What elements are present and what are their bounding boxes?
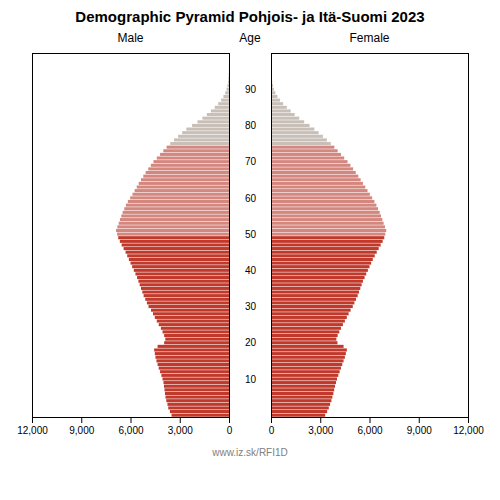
svg-text:12,000: 12,000 [17,425,48,436]
svg-text:90: 90 [245,84,257,95]
html-text:Age: Age [239,31,261,45]
svg-text:30: 30 [245,301,257,312]
svg-text:3,000: 3,000 [168,425,193,436]
svg-text:6,000: 6,000 [357,425,382,436]
svg-text:9,000: 9,000 [407,425,432,436]
html-text:Male: Male [117,31,144,45]
svg-text:0: 0 [269,425,275,436]
svg-text:10: 10 [245,374,257,385]
svg-text:6,000: 6,000 [118,425,143,436]
svg-text:70: 70 [245,156,257,167]
svg-text:9,000: 9,000 [69,425,94,436]
html-text:Female: Female [349,31,390,45]
svg-text:20: 20 [245,337,257,348]
svg-text:12,000: 12,000 [453,425,484,436]
svg-text:50: 50 [245,229,257,240]
svg-text:60: 60 [245,193,257,204]
html-text:www.iz.sk/RFI1D: www.iz.sk/RFI1D [212,447,288,458]
svg-text:0: 0 [227,425,233,436]
svg-text:40: 40 [245,265,257,276]
html-text:Demographic Pyramid Pohjois- j: Demographic Pyramid Pohjois- ja Itä-Suom… [75,8,425,25]
svg-text:3,000: 3,000 [308,425,333,436]
svg-text:80: 80 [245,120,257,131]
